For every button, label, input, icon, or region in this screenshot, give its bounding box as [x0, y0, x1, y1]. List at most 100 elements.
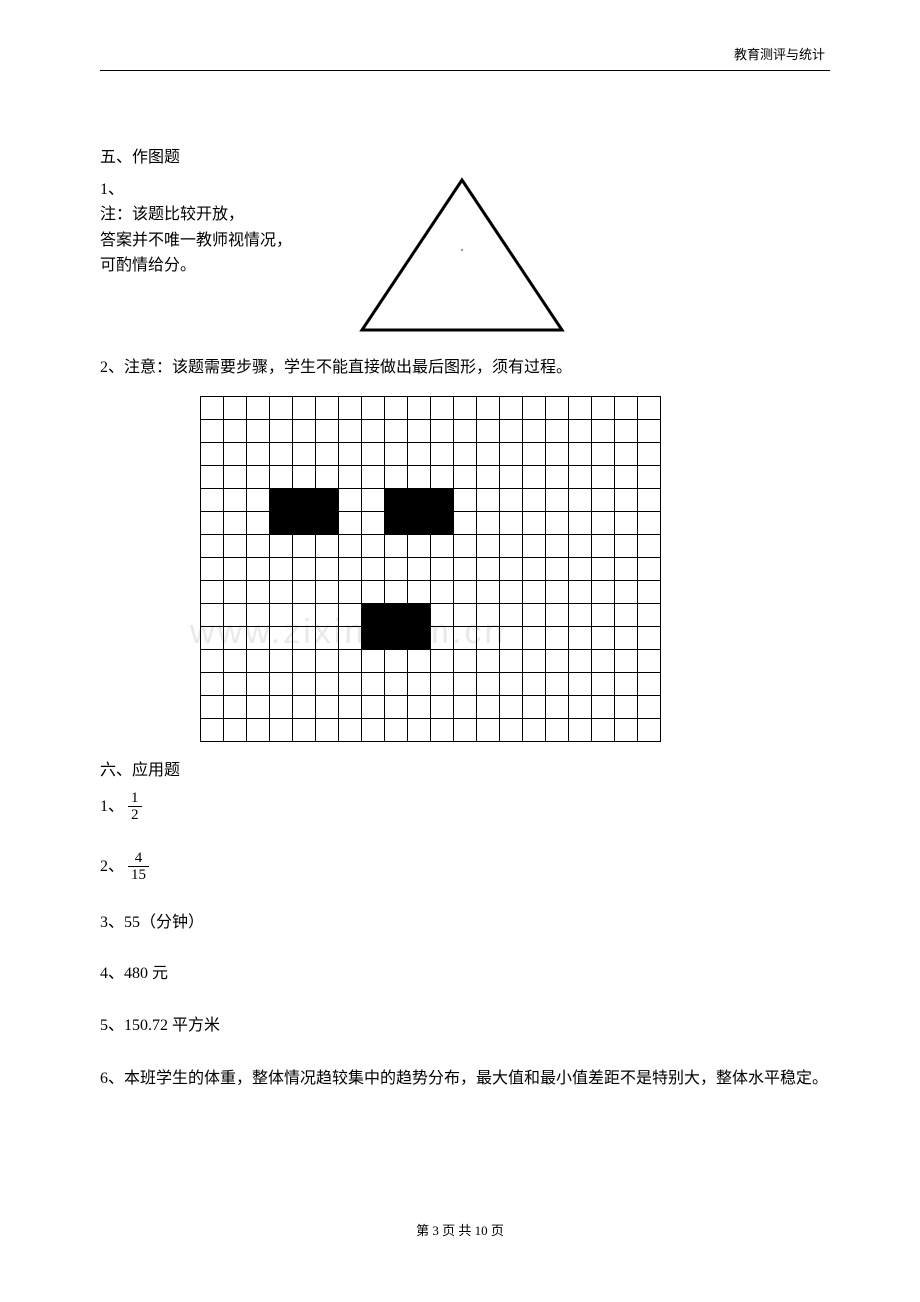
grid-cell [546, 673, 569, 696]
answer-number: 1、 [100, 794, 124, 820]
grid-cell [546, 604, 569, 627]
grid-cell [408, 466, 431, 489]
grid-cell [615, 673, 638, 696]
grid-cell [362, 397, 385, 420]
grid-cell [638, 535, 661, 558]
grid-cell [431, 512, 454, 535]
grid-cell [431, 466, 454, 489]
grid-cell [500, 512, 523, 535]
grid-cell [592, 535, 615, 558]
answer-line: 6、本班学生的体重，整体情况趋较集中的趋势分布，最大值和最小值差距不是特别大，整… [100, 1065, 830, 1094]
grid-cell [408, 627, 431, 650]
grid-cell [454, 535, 477, 558]
grid-cell [454, 604, 477, 627]
grid-cell [569, 489, 592, 512]
grid-cell [247, 558, 270, 581]
grid-cell [569, 604, 592, 627]
grid-cell [270, 512, 293, 535]
grid-cell [408, 673, 431, 696]
grid-cell [362, 512, 385, 535]
grid-cell [201, 397, 224, 420]
grid-cell [224, 443, 247, 466]
grid-cell [224, 466, 247, 489]
grid-cell [362, 604, 385, 627]
grid-cell [247, 673, 270, 696]
grid-cell [339, 420, 362, 443]
grid-cell [477, 627, 500, 650]
grid-cell [316, 443, 339, 466]
grid-cell [523, 719, 546, 742]
grid-cell [385, 627, 408, 650]
grid-cell [546, 466, 569, 489]
grid-cell [592, 673, 615, 696]
answer-line: 4、480 元 [100, 961, 830, 987]
grid-cell [477, 397, 500, 420]
grid-cell [362, 466, 385, 489]
grid-cell [546, 627, 569, 650]
grid-cell [569, 627, 592, 650]
grid-cell [339, 581, 362, 604]
grid-cell [431, 535, 454, 558]
grid-cell [431, 420, 454, 443]
grid-cell [339, 604, 362, 627]
grid-cell [431, 489, 454, 512]
grid-cell [224, 512, 247, 535]
grid-cell [385, 443, 408, 466]
grid-cell [569, 535, 592, 558]
grid-cell [592, 443, 615, 466]
grid-cell [569, 558, 592, 581]
grid-cell [293, 719, 316, 742]
grid-cell [477, 581, 500, 604]
grid-cell [316, 581, 339, 604]
grid-cell [316, 512, 339, 535]
grid-cell [224, 535, 247, 558]
grid-cell [523, 604, 546, 627]
grid-cell [362, 420, 385, 443]
grid-cell [247, 535, 270, 558]
grid-cell [523, 558, 546, 581]
fraction-numerator: 4 [132, 850, 146, 867]
grid-cell [615, 443, 638, 466]
grid-cell [362, 627, 385, 650]
grid-cell [339, 558, 362, 581]
grid-cell [615, 535, 638, 558]
grid-cell [201, 466, 224, 489]
grid-cell [316, 719, 339, 742]
grid-cell [270, 604, 293, 627]
grid-cell [569, 650, 592, 673]
question1-block: 1、 注：该题比较开放， 答案并不唯一教师视情况， 可酌情给分。 [100, 175, 830, 335]
grid-cell [569, 696, 592, 719]
grid-cell [477, 604, 500, 627]
grid-cell [500, 443, 523, 466]
grid-cell [546, 512, 569, 535]
fraction-denominator: 15 [128, 867, 149, 884]
grid-cell [385, 673, 408, 696]
grid-cell [638, 650, 661, 673]
grid-cell [431, 443, 454, 466]
grid-cell [270, 535, 293, 558]
q1-number: 1、 [100, 177, 292, 203]
grid-cell [500, 604, 523, 627]
grid-cell [523, 443, 546, 466]
grid-cell [500, 466, 523, 489]
grid-cell [316, 397, 339, 420]
grid-cell [293, 627, 316, 650]
grid-cell [615, 627, 638, 650]
grid-cell [454, 489, 477, 512]
grid-cell [454, 719, 477, 742]
grid-cell [523, 489, 546, 512]
header-divider [100, 70, 830, 71]
grid-cell [638, 420, 661, 443]
grid-cell [477, 719, 500, 742]
grid-cell [523, 512, 546, 535]
grid-cell [431, 696, 454, 719]
grid-cell [339, 466, 362, 489]
grid-cell [477, 420, 500, 443]
grid-cell [592, 627, 615, 650]
grid-cell [339, 489, 362, 512]
grid-cell [201, 719, 224, 742]
grid-cell [523, 466, 546, 489]
grid-cell [408, 420, 431, 443]
grid-cell [339, 512, 362, 535]
grid-cell [431, 581, 454, 604]
